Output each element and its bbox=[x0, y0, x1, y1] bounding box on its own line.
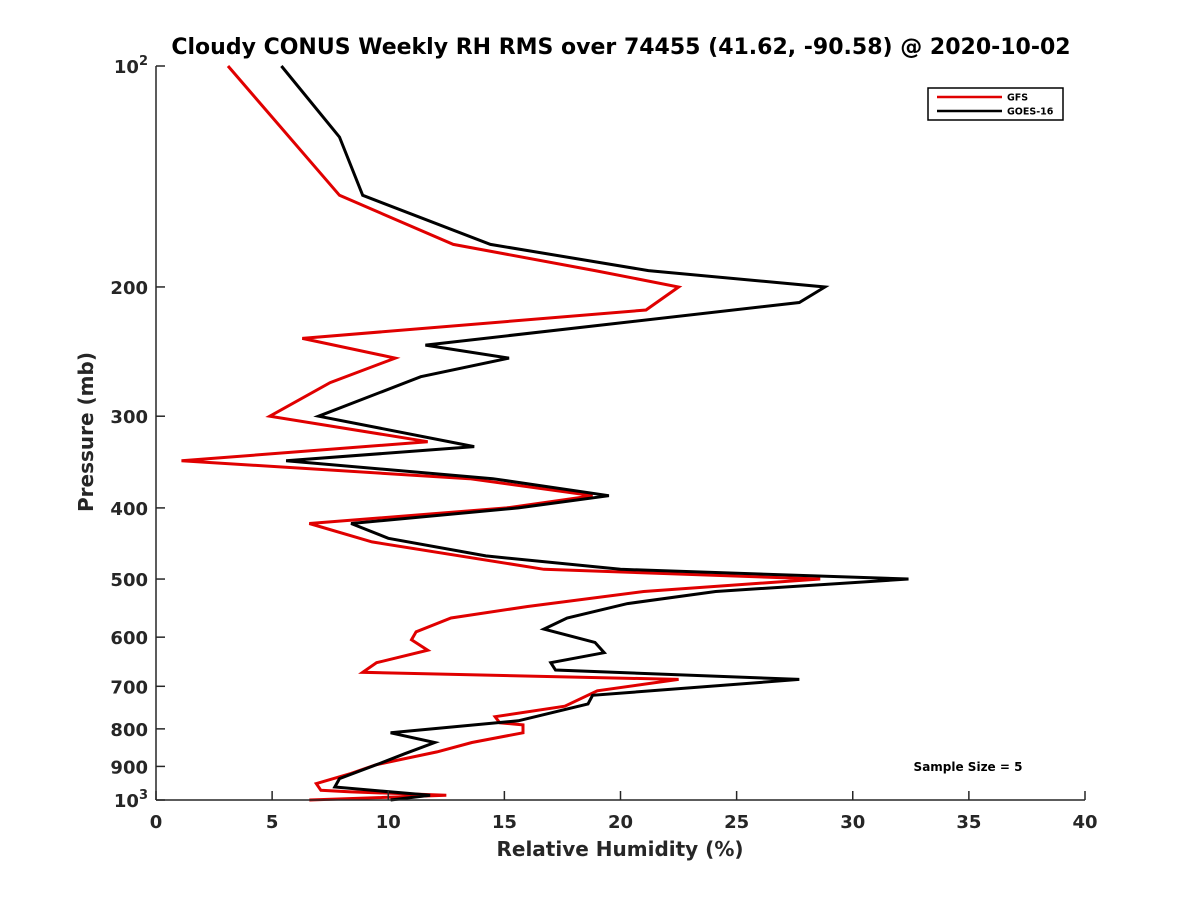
ticks-layer: 0 5 10 15 20 25 30 35 40 102 200 300 400 500 600 700 800… bbox=[110, 54, 1097, 833]
y-tick-label-200: 200 bbox=[110, 278, 148, 299]
y-tick-label-500: 500 bbox=[110, 570, 148, 591]
y-tick-label-1000: 103 bbox=[114, 788, 148, 812]
x-tick-label-20: 20 bbox=[608, 812, 633, 833]
series-layer bbox=[181, 65, 909, 802]
x-axis-label: Relative Humidity (%) bbox=[496, 837, 743, 861]
y-tick-label-700: 700 bbox=[110, 677, 148, 698]
legend-label-goes16: GOES-16 bbox=[1007, 107, 1054, 118]
series-line-gfs bbox=[181, 65, 821, 802]
y-tick-label-100: 102 bbox=[114, 54, 148, 78]
x-tick-label-25: 25 bbox=[724, 812, 749, 833]
legend-label-gfs: GFS bbox=[1007, 93, 1028, 104]
y-tick-label-400: 400 bbox=[110, 499, 148, 520]
x-tick-label-5: 5 bbox=[266, 812, 279, 833]
x-tick-label-10: 10 bbox=[376, 812, 401, 833]
y-tick-label-900: 900 bbox=[110, 757, 148, 778]
series-line-goes16 bbox=[280, 65, 909, 802]
x-tick-label-40: 40 bbox=[1072, 812, 1097, 833]
legend-box bbox=[927, 87, 1064, 121]
legend: GFS GOES-16 bbox=[927, 87, 1064, 121]
y-tick-label-600: 600 bbox=[110, 628, 148, 649]
x-tick-label-35: 35 bbox=[956, 812, 981, 833]
x-tick-label-30: 30 bbox=[840, 812, 865, 833]
x-tick-label-15: 15 bbox=[492, 812, 517, 833]
chart-title: Cloudy CONUS Weekly RH RMS over 74455 (4… bbox=[171, 35, 1070, 60]
y-tick-label-800: 800 bbox=[110, 720, 148, 741]
x-tick-label-0: 0 bbox=[150, 812, 163, 833]
axes-layer bbox=[155, 66, 1085, 801]
y-axis-label: Pressure (mb) bbox=[74, 352, 98, 512]
sample-size-annotation: Sample Size = 5 bbox=[914, 760, 1023, 774]
y-tick-label-300: 300 bbox=[110, 407, 148, 428]
